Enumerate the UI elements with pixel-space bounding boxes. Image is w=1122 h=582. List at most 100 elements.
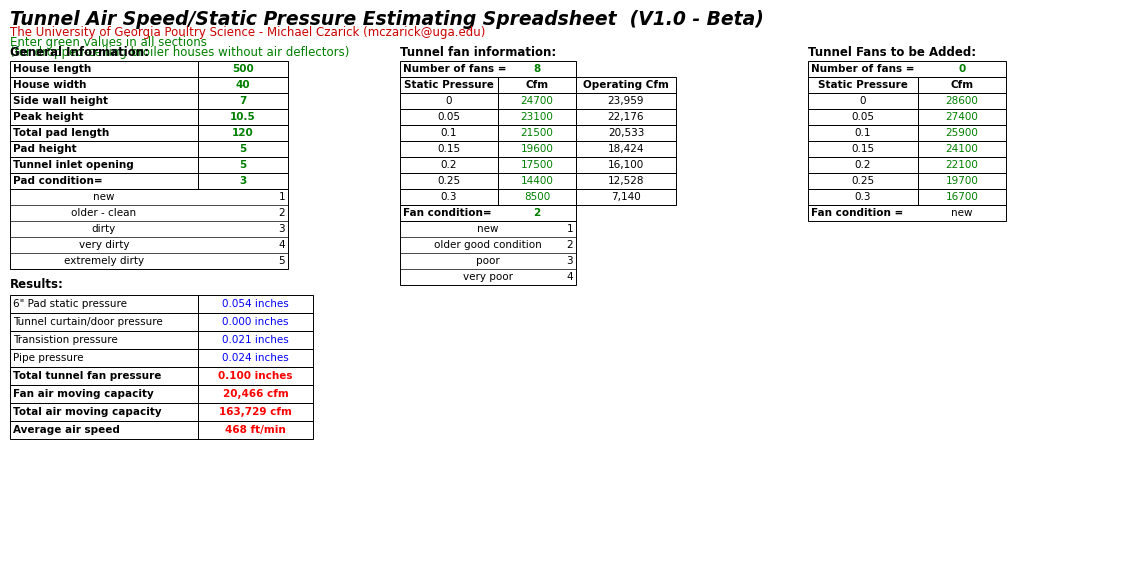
Text: 1: 1 [278, 192, 285, 202]
Text: House length: House length [13, 64, 91, 74]
Text: 2: 2 [533, 208, 541, 218]
Text: very poor: very poor [463, 272, 513, 282]
Bar [10, 367, 197, 385]
Text: Cfm: Cfm [950, 80, 974, 90]
Text: 0.1: 0.1 [441, 128, 458, 138]
Bar [576, 157, 675, 173]
Text: 4: 4 [278, 240, 285, 250]
Bar [401, 125, 498, 141]
Text: 0.024 inches: 0.024 inches [222, 353, 288, 363]
Bar [808, 173, 918, 189]
Text: new: new [951, 208, 973, 218]
Bar [197, 93, 288, 109]
Text: 1: 1 [567, 224, 573, 234]
Text: 468 ft/min: 468 ft/min [226, 425, 286, 435]
Bar [808, 125, 918, 141]
Bar [10, 141, 197, 157]
Text: 0.1: 0.1 [855, 128, 872, 138]
Text: Fan condition=: Fan condition= [403, 208, 491, 218]
Bar [197, 173, 288, 189]
Text: very dirty: very dirty [79, 240, 129, 250]
Text: 17500: 17500 [521, 160, 553, 170]
Text: 3: 3 [278, 224, 285, 234]
Bar [401, 173, 498, 189]
Text: 4: 4 [567, 272, 573, 282]
Text: Tunnel Fans to be Added:: Tunnel Fans to be Added: [808, 46, 976, 59]
Bar [197, 157, 288, 173]
Text: 10.5: 10.5 [230, 112, 256, 122]
Bar [808, 93, 918, 109]
Text: Enter green values in all sections: Enter green values in all sections [10, 36, 206, 49]
Bar [918, 109, 1006, 125]
Bar [197, 77, 288, 93]
Text: 5: 5 [239, 144, 247, 154]
Text: 25900: 25900 [946, 128, 978, 138]
Text: Fan air moving capacity: Fan air moving capacity [13, 389, 154, 399]
Text: new: new [477, 224, 499, 234]
Text: Cfm: Cfm [525, 80, 549, 90]
Text: 12,528: 12,528 [608, 176, 644, 186]
Text: 19600: 19600 [521, 144, 553, 154]
Bar [10, 421, 197, 439]
Text: dirty: dirty [92, 224, 116, 234]
Bar [498, 173, 576, 189]
Bar [10, 189, 288, 269]
Bar [10, 77, 197, 93]
Text: Peak height: Peak height [13, 112, 83, 122]
Text: Total tunnel fan pressure: Total tunnel fan pressure [13, 371, 162, 381]
Bar [197, 421, 313, 439]
Text: Static Pressure: Static Pressure [818, 80, 908, 90]
Text: Tunnel fan information:: Tunnel fan information: [401, 46, 557, 59]
Text: Static Pressure: Static Pressure [404, 80, 494, 90]
Text: 24100: 24100 [946, 144, 978, 154]
Text: 0.25: 0.25 [852, 176, 874, 186]
Text: 28600: 28600 [946, 96, 978, 106]
Text: (for dropped-ceiling broiler houses without air deflectors): (for dropped-ceiling broiler houses with… [10, 46, 349, 59]
Bar [808, 61, 1006, 77]
Text: 5: 5 [239, 160, 247, 170]
Text: 20,466 cfm: 20,466 cfm [222, 389, 288, 399]
Text: Results:: Results: [10, 278, 64, 291]
Text: 16700: 16700 [946, 192, 978, 202]
Text: 22,176: 22,176 [608, 112, 644, 122]
Bar [918, 189, 1006, 205]
Text: Pad height: Pad height [13, 144, 76, 154]
Text: 3: 3 [239, 176, 247, 186]
Bar [918, 125, 1006, 141]
Text: 0.021 inches: 0.021 inches [222, 335, 288, 345]
Text: Tunnel inlet opening: Tunnel inlet opening [13, 160, 134, 170]
Text: The University of Georgia Poultry Science - Michael Czarick (mczarick@uga.edu): The University of Georgia Poultry Scienc… [10, 26, 486, 39]
Text: 0.2: 0.2 [441, 160, 458, 170]
Bar [197, 313, 313, 331]
Text: 23,959: 23,959 [608, 96, 644, 106]
Text: 7,140: 7,140 [611, 192, 641, 202]
Text: 8: 8 [533, 64, 541, 74]
Text: Total air moving capacity: Total air moving capacity [13, 407, 162, 417]
Text: 0.3: 0.3 [441, 192, 458, 202]
Bar [401, 157, 498, 173]
Bar [498, 141, 576, 157]
Bar [498, 77, 576, 93]
Bar [10, 385, 197, 403]
Bar [918, 141, 1006, 157]
Bar [498, 157, 576, 173]
Bar [808, 141, 918, 157]
Bar [576, 125, 675, 141]
Text: Average air speed: Average air speed [13, 425, 120, 435]
Text: 5: 5 [278, 256, 285, 266]
Text: 0.3: 0.3 [855, 192, 872, 202]
Bar [197, 125, 288, 141]
Bar [197, 385, 313, 403]
Text: Fan condition =: Fan condition = [811, 208, 903, 218]
Bar [401, 221, 576, 285]
Text: 0.05: 0.05 [438, 112, 460, 122]
Bar [498, 125, 576, 141]
Text: 20,533: 20,533 [608, 128, 644, 138]
Bar [10, 93, 197, 109]
Bar [10, 331, 197, 349]
Bar [808, 77, 918, 93]
Bar [401, 93, 498, 109]
Text: 0: 0 [445, 96, 452, 106]
Bar [197, 349, 313, 367]
Bar [576, 77, 675, 93]
